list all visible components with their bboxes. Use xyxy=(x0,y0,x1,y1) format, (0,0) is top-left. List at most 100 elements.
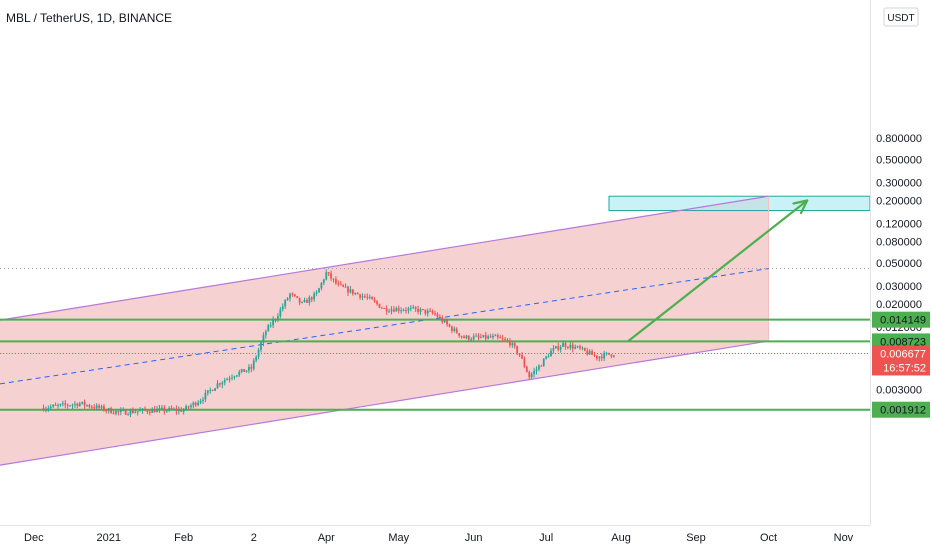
candle[interactable] xyxy=(322,278,325,286)
candle[interactable] xyxy=(380,306,383,309)
candle[interactable] xyxy=(330,270,332,282)
candle[interactable] xyxy=(366,293,369,301)
candle[interactable] xyxy=(325,269,328,281)
candle[interactable] xyxy=(506,337,509,343)
candle[interactable] xyxy=(223,377,226,386)
candle[interactable] xyxy=(339,280,342,286)
candle[interactable] xyxy=(414,306,417,313)
candle[interactable] xyxy=(293,293,296,298)
candle[interactable] xyxy=(47,405,50,412)
candle[interactable] xyxy=(494,334,497,337)
candle[interactable] xyxy=(342,284,345,288)
candle[interactable] xyxy=(175,405,178,415)
candle[interactable] xyxy=(371,296,374,300)
candle[interactable] xyxy=(66,403,69,409)
candle[interactable] xyxy=(112,409,115,415)
candle[interactable] xyxy=(574,344,577,350)
candle[interactable] xyxy=(54,402,57,406)
candle[interactable] xyxy=(221,380,224,389)
candle[interactable] xyxy=(533,367,535,378)
candle[interactable] xyxy=(284,299,287,309)
candle[interactable] xyxy=(521,352,523,359)
candle[interactable] xyxy=(156,405,158,413)
candle[interactable] xyxy=(279,306,282,319)
candle[interactable] xyxy=(281,303,284,312)
candle[interactable] xyxy=(81,401,84,405)
candle[interactable] xyxy=(487,334,490,340)
candle[interactable] xyxy=(518,353,521,358)
channel-lower-line[interactable] xyxy=(0,340,769,466)
candle[interactable] xyxy=(581,346,584,351)
candle[interactable] xyxy=(511,342,514,349)
candle[interactable] xyxy=(180,407,183,413)
candle[interactable] xyxy=(127,412,129,416)
candle[interactable] xyxy=(61,400,64,407)
candle[interactable] xyxy=(151,407,154,413)
candle[interactable] xyxy=(272,316,274,329)
candle[interactable] xyxy=(216,379,219,389)
candle[interactable] xyxy=(463,334,465,339)
candle[interactable] xyxy=(306,297,308,303)
candle[interactable] xyxy=(139,407,142,412)
candle[interactable] xyxy=(426,308,429,317)
candle[interactable] xyxy=(153,405,156,413)
candle[interactable] xyxy=(530,372,533,379)
candle[interactable] xyxy=(185,404,187,411)
candle[interactable] xyxy=(177,406,180,415)
candle[interactable] xyxy=(52,404,55,408)
candle[interactable] xyxy=(499,334,502,339)
candle[interactable] xyxy=(190,403,192,410)
candle[interactable] xyxy=(161,404,163,410)
candle[interactable] xyxy=(344,283,347,288)
candle[interactable] xyxy=(98,403,100,411)
candle[interactable] xyxy=(586,347,589,356)
candle[interactable] xyxy=(78,401,81,407)
candle[interactable] xyxy=(146,409,149,415)
candle[interactable] xyxy=(438,314,441,319)
candle[interactable] xyxy=(434,310,436,316)
candle[interactable] xyxy=(429,307,432,312)
candle[interactable] xyxy=(535,366,538,375)
currency-box[interactable] xyxy=(883,7,919,27)
candle[interactable] xyxy=(170,405,173,411)
candle[interactable] xyxy=(504,337,506,341)
candle[interactable] xyxy=(103,404,105,412)
current-price-badge[interactable]: 0.006677 16:57:52 xyxy=(872,345,930,376)
price-axis[interactable]: 0.800000 0.500000 0.300000 0.200000 0.120000… xyxy=(870,0,932,550)
candle[interactable] xyxy=(267,323,270,332)
candle[interactable] xyxy=(547,353,550,358)
candle[interactable] xyxy=(122,407,125,412)
candle[interactable] xyxy=(516,345,519,355)
candle[interactable] xyxy=(86,404,88,407)
candle[interactable] xyxy=(209,387,212,394)
candle[interactable] xyxy=(409,305,412,312)
plot-content[interactable] xyxy=(0,195,870,466)
candle[interactable] xyxy=(422,308,424,311)
candle[interactable] xyxy=(76,402,79,409)
candle[interactable] xyxy=(100,404,103,411)
candle[interactable] xyxy=(579,344,581,350)
time-axis[interactable]: Dec 2021 Feb 2 Apr May Jun Jul Aug Sep Oct Nov xyxy=(0,525,870,550)
candle[interactable] xyxy=(593,351,596,358)
candle[interactable] xyxy=(525,365,528,373)
candle[interactable] xyxy=(482,334,485,338)
candle[interactable] xyxy=(238,369,241,378)
candle[interactable] xyxy=(542,358,545,367)
candle[interactable] xyxy=(509,338,511,348)
candle[interactable] xyxy=(320,282,323,291)
currency-unit[interactable]: USDT xyxy=(883,7,919,27)
level-badge-resistance-high[interactable]: 0.014149 xyxy=(872,311,930,328)
candle[interactable] xyxy=(564,340,567,350)
candle[interactable] xyxy=(83,399,86,409)
candle[interactable] xyxy=(347,285,349,297)
candles[interactable] xyxy=(42,269,615,418)
candle[interactable] xyxy=(173,407,175,411)
candle[interactable] xyxy=(600,353,603,362)
target-zone[interactable] xyxy=(608,195,870,212)
candle[interactable] xyxy=(368,294,371,300)
candle[interactable] xyxy=(472,333,475,342)
candle[interactable] xyxy=(385,305,388,315)
candle[interactable] xyxy=(400,307,403,314)
candle[interactable] xyxy=(451,325,453,334)
